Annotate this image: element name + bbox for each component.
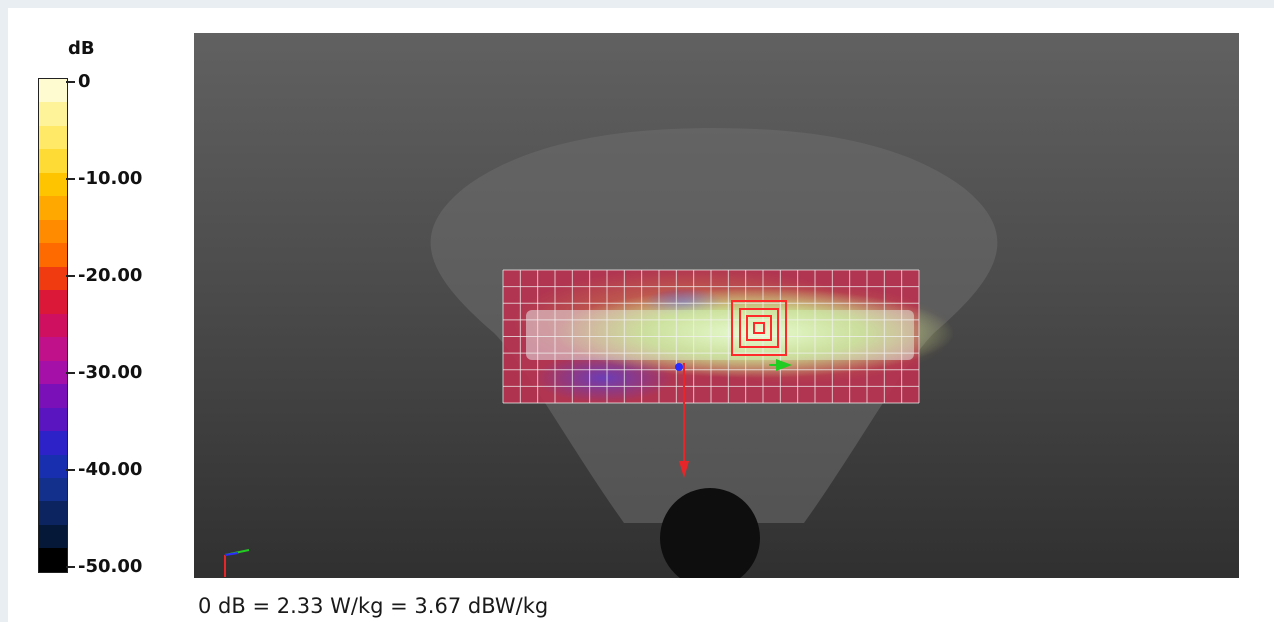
colorbar-tick [66, 469, 75, 471]
viewport-scene [224, 128, 998, 578]
colorbar-tick-label: -50.00 [78, 556, 143, 577]
figure: dB 0 -10.00 -20.00 -30.00 -40.00 -50.00 [8, 8, 1274, 622]
3d-viewport[interactable] [194, 33, 1239, 578]
colorbar [38, 78, 68, 573]
colorbar-segment [39, 360, 67, 385]
colorbar-tick [66, 566, 75, 568]
zoom-scan-marker [731, 300, 787, 356]
colorbar-tick [66, 372, 75, 374]
colorbar-tick-label: -10.00 [78, 168, 143, 189]
reference-caption: 0 dB = 2.33 W/kg = 3.67 dBW/kg [198, 594, 549, 618]
colorbar-segment [39, 102, 67, 126]
colorbar-tick [66, 275, 75, 277]
colorbar-segment [39, 266, 67, 291]
origin-dot [675, 363, 683, 371]
colorbar-segment [39, 337, 67, 361]
colorbar-legend: dB 0 -10.00 -20.00 -30.00 -40.00 -50.00 [8, 8, 198, 608]
colorbar-segment [39, 477, 67, 502]
colorbar-segment [39, 431, 67, 455]
colorbar-tick [66, 178, 75, 180]
legend-unit: dB [68, 38, 95, 59]
colorbar-segment [39, 548, 67, 572]
colorbar-tick-label: -20.00 [78, 265, 143, 286]
colorbar-segment [39, 219, 67, 244]
colorbar-tick-label: -30.00 [78, 362, 143, 383]
colorbar-segment [39, 501, 67, 525]
colorbar-segment [39, 290, 67, 314]
colorbar-segment [39, 79, 67, 103]
colorbar-tick-label: 0 [78, 71, 91, 92]
colorbar-segment [39, 407, 67, 432]
colorbar-segment [39, 172, 67, 197]
colorbar-segment [39, 196, 67, 220]
colorbar-segment [39, 149, 67, 173]
colorbar-segment [39, 313, 67, 338]
colorbar-tick-label: -40.00 [78, 459, 143, 480]
colorbar-segment [39, 454, 67, 478]
scan-gridlines [502, 269, 920, 404]
colorbar-tick [66, 81, 75, 83]
orientation-triad [224, 549, 250, 577]
colorbar-segment [39, 524, 67, 549]
colorbar-segment [39, 125, 67, 150]
phantom-neck [660, 488, 760, 578]
colorbar-segment [39, 384, 67, 408]
colorbar-segment [39, 243, 67, 267]
